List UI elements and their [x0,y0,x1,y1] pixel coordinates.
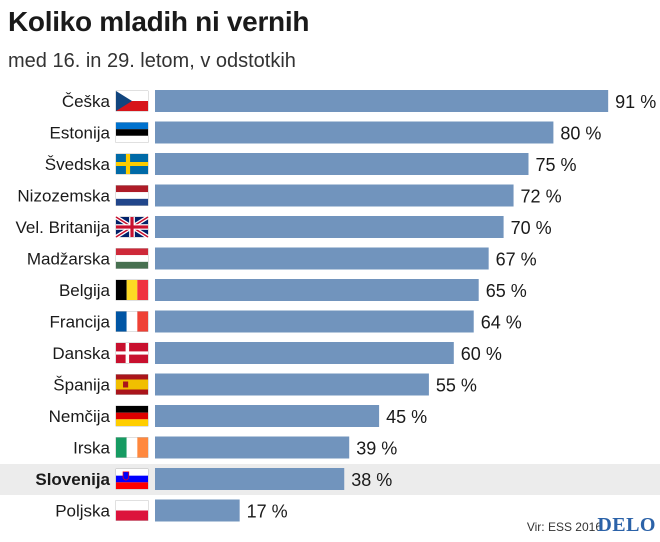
bar-row: Poljska 17 % [55,499,288,522]
category-label: Španija [53,376,110,395]
bar-row: Španija 55 % [53,373,477,396]
bar-row: Belgija 65 % [59,279,527,301]
bar-row: Slovenija 38 % [0,464,660,495]
bar-row: Nizozemska 72 % [17,184,562,207]
category-label: Slovenija [35,470,110,489]
category-label: Nemčija [49,407,111,426]
bar [155,468,345,490]
category-label: Nizozemska [17,187,110,206]
value-label: 60 % [461,344,502,364]
denmark-flag-icon [115,342,149,364]
bar-row: Estonija 80 % [50,121,601,144]
bar-row: Francija 64 % [50,310,522,333]
value-label: 75 % [536,155,577,175]
bar-row: Češka 91 % [62,90,656,112]
belgium-flag-icon [115,279,149,301]
category-label: Vel. Britanija [16,218,111,237]
bar [155,279,479,301]
poland-flag-icon [115,500,149,521]
ireland-flag-icon [115,437,149,458]
value-label: 65 % [486,281,527,301]
category-label: Irska [73,439,110,458]
bar-row: Danska 60 % [52,342,502,364]
category-label: Češka [62,92,111,111]
value-label: 39 % [356,439,397,459]
category-label: Belgija [59,281,111,300]
slovenia-flag-icon [115,468,149,490]
category-label: Estonija [50,124,111,143]
estonia-flag-icon [115,122,149,143]
spain-flag-icon [115,374,149,395]
bar-row: Nemčija 45 % [49,405,427,427]
bar [155,499,240,522]
value-label: 80 % [560,124,601,144]
bar [155,216,504,238]
value-label: 38 % [351,470,392,490]
bar-row: Irska 39 % [73,436,397,459]
category-label: Francija [50,313,111,332]
bar [155,342,454,364]
hungary-flag-icon [115,248,149,269]
bar [155,90,609,112]
bar-row: Vel. Britanija 70 % [16,215,552,239]
sweden-flag-icon [115,153,149,175]
germany-flag-icon [115,405,149,427]
netherlands-flag-icon [115,185,149,206]
chart-title: Koliko mladih ni vernih [8,6,310,37]
source-note: Vir: ESS 2016 [526,520,602,534]
category-label: Madžarska [27,250,111,269]
value-label: 45 % [386,407,427,427]
category-label: Danska [52,344,110,363]
value-label: 55 % [436,376,477,396]
value-label: 67 % [496,250,537,270]
uk-flag-icon [114,215,150,239]
value-label: 91 % [615,92,656,112]
france-flag-icon [115,311,149,332]
bar-row: Madžarska 67 % [27,247,537,270]
czech-flag-icon [115,90,149,112]
bar [155,373,429,396]
bar [155,121,554,144]
bar [155,153,529,175]
chart-subtitle: med 16. in 29. letom, v odstotkih [8,50,296,72]
category-label: Švedska [45,155,111,174]
delo-logo: DELO [597,514,656,536]
value-label: 64 % [481,313,522,333]
bar [155,436,350,459]
bar-row: Švedska 75 % [45,153,577,175]
value-label: 70 % [511,218,552,238]
bar [155,405,380,427]
bar [155,247,489,270]
value-label: 72 % [521,187,562,207]
value-label: 17 % [247,502,288,522]
bar [155,310,474,333]
bar [155,184,514,207]
category-label: Poljska [55,502,110,521]
